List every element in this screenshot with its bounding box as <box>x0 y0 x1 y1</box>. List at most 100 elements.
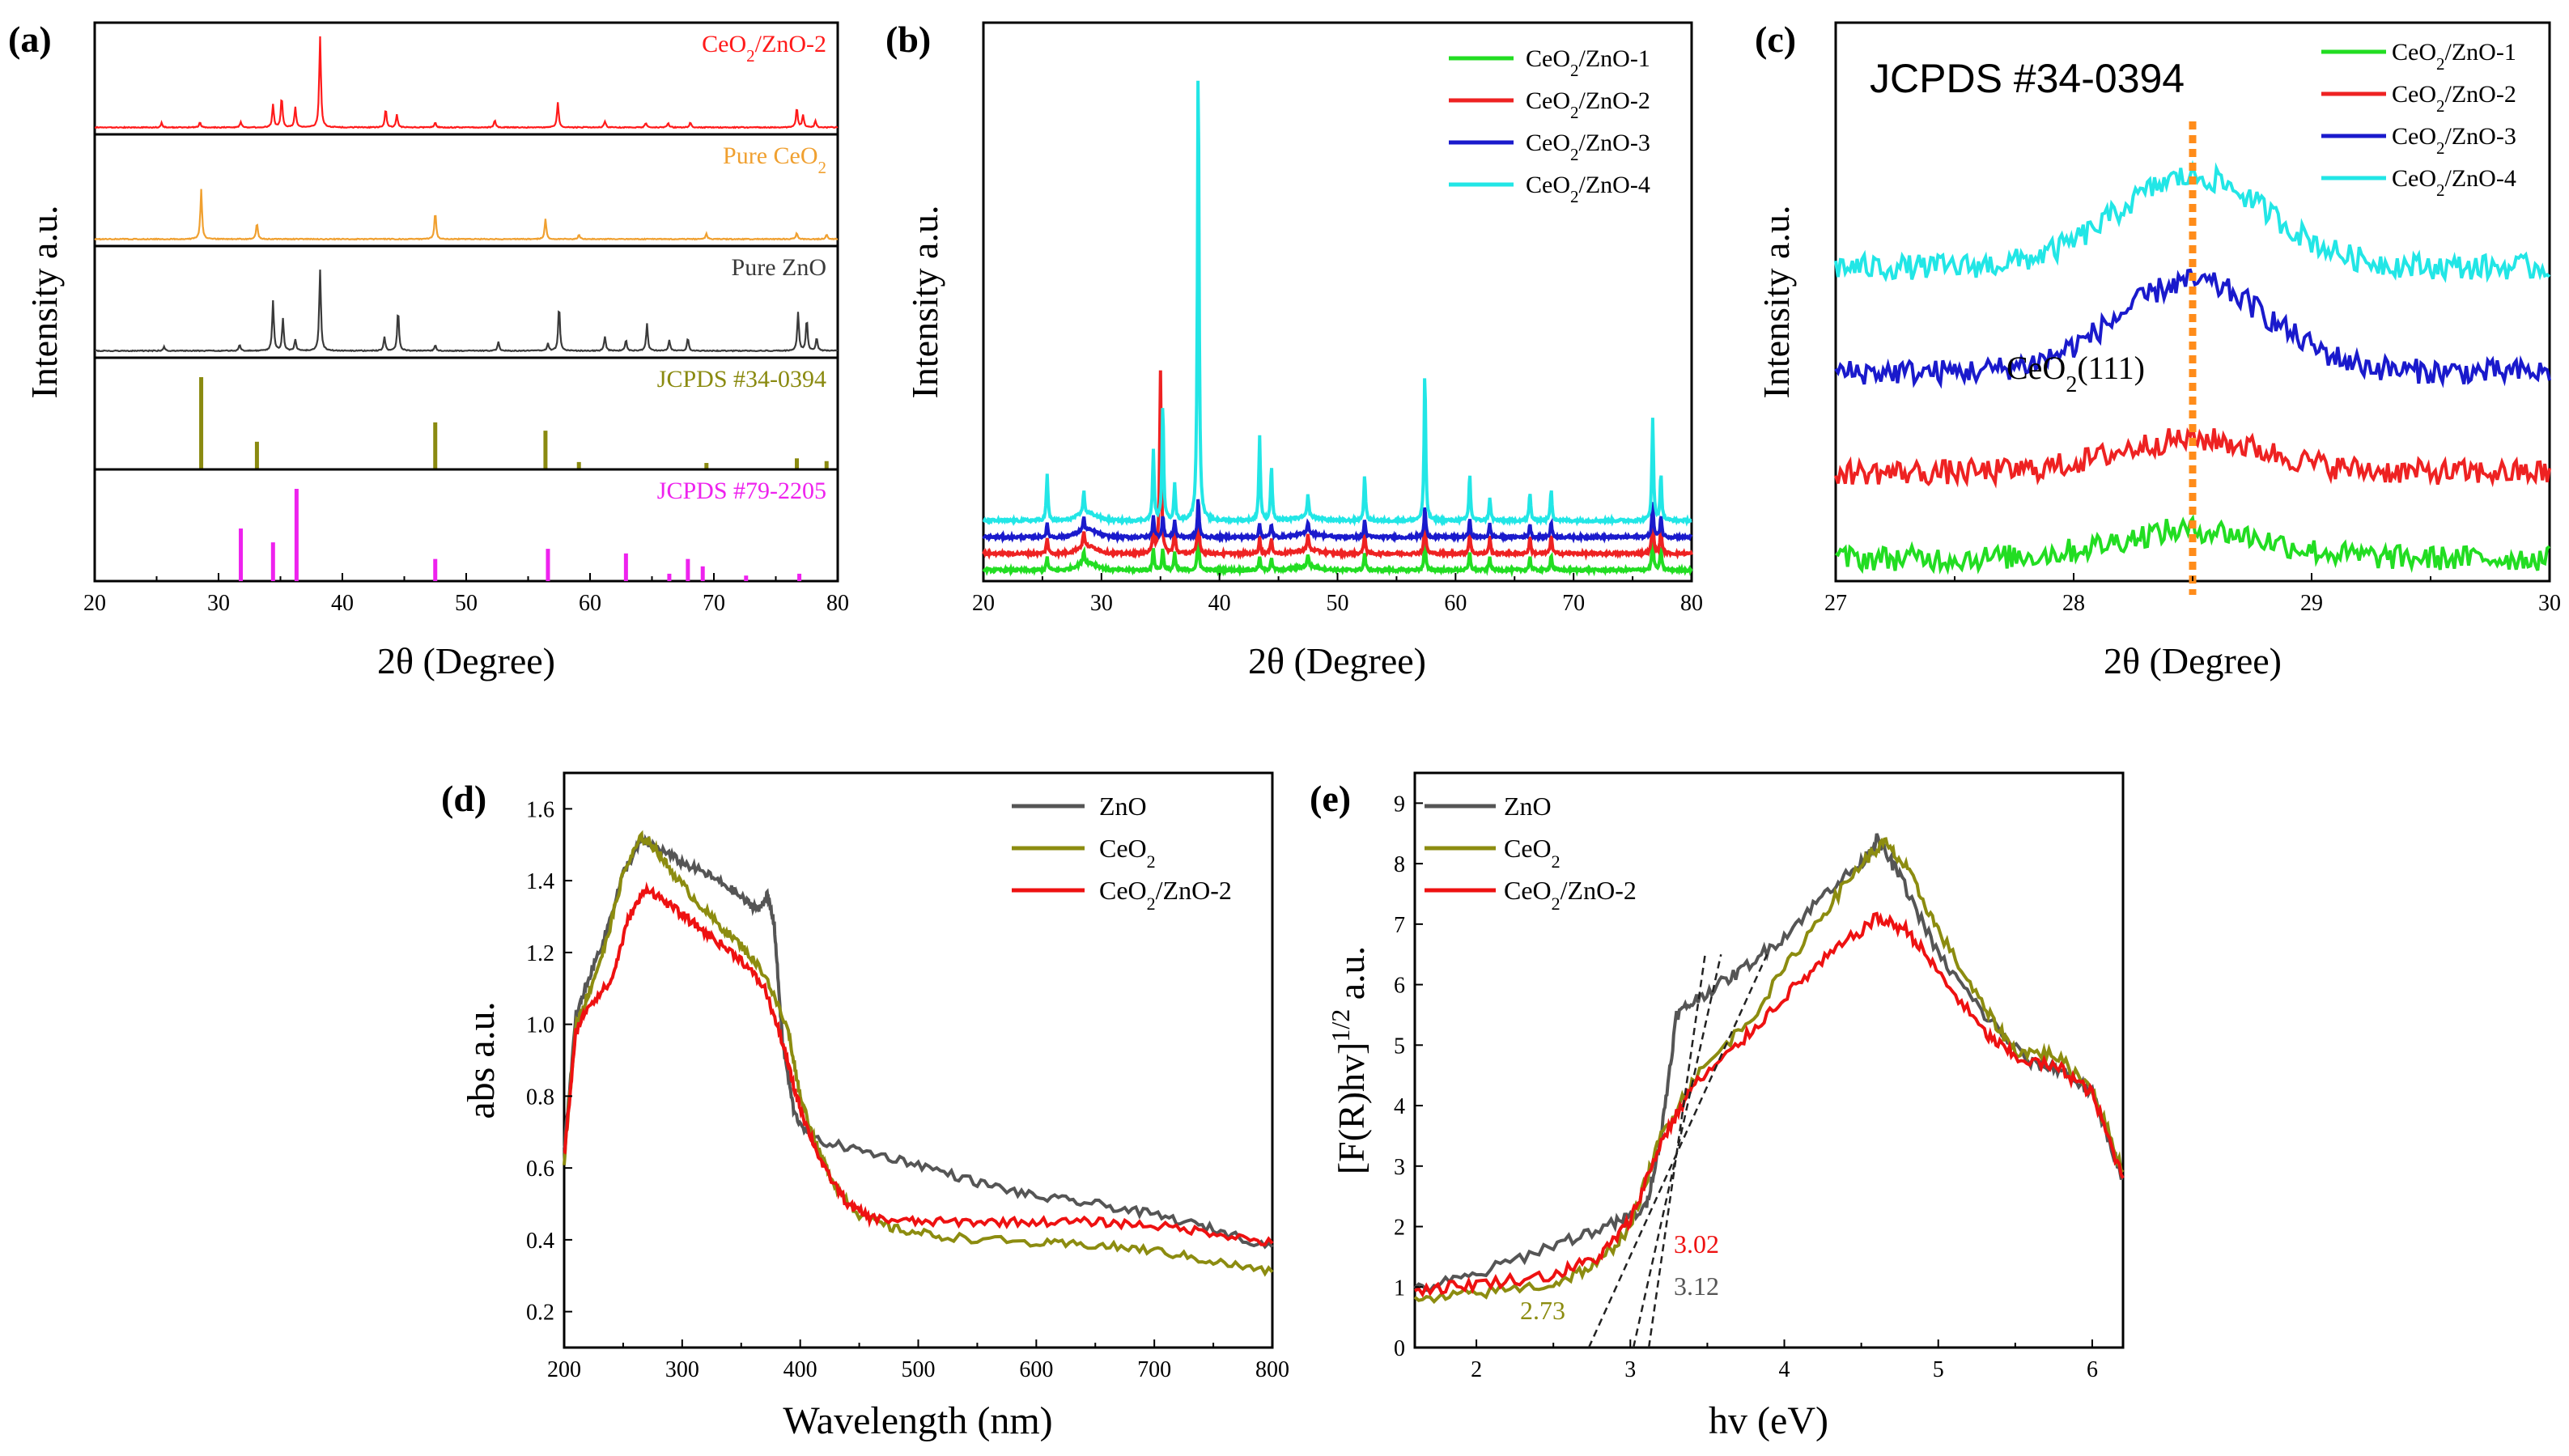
panel-c-xtick-label: 29 <box>2300 591 2323 616</box>
panel-e-xtick-label: 4 <box>1779 1357 1790 1382</box>
panel-e-xtick-label: 2 <box>1471 1357 1482 1382</box>
d-content-series-1 <box>563 830 1274 1277</box>
panel-d-xtick-label: 700 <box>1137 1357 1171 1382</box>
panel-letter-a: (a) <box>8 19 52 60</box>
panel-e-ytick-label: 0 <box>1394 1336 1405 1361</box>
panel-b-xtick-label: 30 <box>1090 591 1113 616</box>
panel-a-xtick-label: 60 <box>579 591 601 616</box>
panel-e-ytick-label: 8 <box>1394 852 1405 877</box>
panel-e-gap-label-1: 3.02 <box>1674 1229 1719 1259</box>
panel-d-ytick-label: 1.4 <box>526 869 554 894</box>
panel-e: ZnO CeO2 CeO2/ZnO-2 2 3 4 5 6 0 1 2 3 4 5 6 7 8 9 2.73 3.… <box>1326 771 2125 1442</box>
panel-d-xtick-label: 800 <box>1255 1357 1289 1382</box>
panel-c-series-0 <box>1834 514 2551 575</box>
panel-e-ytick-label: 5 <box>1394 1034 1405 1059</box>
panel-b-xtick-label: 40 <box>1208 591 1231 616</box>
panel-b-legend-label-0: CeO2/ZnO-1 <box>1526 45 1650 80</box>
panel-e-legend-label-1: CeO2 <box>1504 834 1561 872</box>
panel-b-legend-label-3: CeO2/ZnO-4 <box>1526 172 1650 206</box>
panel-a-sublabel-2: Pure ZnO <box>732 254 826 281</box>
panel-e-xtick-label: 5 <box>1933 1357 1944 1382</box>
panel-d-legend-label-2: CeO2/ZnO-2 <box>1099 876 1232 914</box>
panel-e-legend-label-0: ZnO <box>1504 792 1552 821</box>
panel-d-xtick-label: 600 <box>1019 1357 1053 1382</box>
panel-e-ytick-label: 4 <box>1394 1094 1405 1119</box>
panel-b-xtick-label: 20 <box>972 591 995 616</box>
panel-c-annotation: CeO2(111) <box>2006 350 2145 397</box>
panel-a: CeO2/ZnO-2 Pure CeO2 Pure ZnO JCPDS #34-039… <box>23 21 849 681</box>
panel-a-sublabel-3: JCPDS #34-0394 <box>657 366 826 393</box>
panel-letter-b: (b) <box>885 19 931 60</box>
panel-b-xtick-label: 80 <box>1680 591 1703 616</box>
panel-c-xtick-label: 28 <box>2062 591 2085 616</box>
panel-c-legend-label-3: CeO2/ZnO-4 <box>2392 165 2516 200</box>
panel-e-legend-label-2: CeO2/ZnO-2 <box>1504 876 1637 914</box>
panel-b: CeO2/ZnO-1 CeO2/ZnO-2 CeO2/ZnO-3 CeO2/ZnO-4… <box>904 21 1703 681</box>
panel-e-ytick-label: 9 <box>1394 792 1405 817</box>
panel-e-ytick-label: 2 <box>1394 1216 1405 1241</box>
panel-d-ytick-label: 0.8 <box>526 1085 554 1110</box>
panel-c-title: JCPDS #34-0394 <box>1870 56 2185 101</box>
panel-a-ylabel: Intensity a.u. <box>23 206 65 399</box>
panel-e-ytick-label: 6 <box>1394 974 1405 999</box>
panel-b-ylabel: Intensity a.u. <box>904 206 945 399</box>
panel-c-xtick-label: 30 <box>2538 591 2561 616</box>
panel-c-ylabel: Intensity a.u. <box>1756 206 1797 399</box>
panel-b-xlabel: 2θ (Degree) <box>1248 640 1426 681</box>
panel-e-tangent-line <box>1647 954 1706 1348</box>
panel-d-xtick-label: 500 <box>902 1357 936 1382</box>
panel-c-legend-label-2: CeO2/ZnO-3 <box>2392 123 2516 158</box>
panel-a-xtick-label: 70 <box>703 591 725 616</box>
e-content-series-0 <box>1413 833 2124 1293</box>
panel-d-ytick-label: 0.2 <box>526 1301 554 1326</box>
panel-e-frame <box>1413 771 2125 1349</box>
panel-b-series-0 <box>982 532 1693 578</box>
panel-b-series-1 <box>982 370 1693 561</box>
e-content-series-1 <box>1413 837 2125 1305</box>
panel-a-sublabel-4: JCPDS #79-2205 <box>657 478 826 504</box>
panel-d-xtick-label: 400 <box>783 1357 817 1382</box>
panel-e-ytick-label: 3 <box>1394 1155 1405 1180</box>
panel-a-xtick-label: 40 <box>331 591 354 616</box>
panel-a-sublabel-1: Pure CeO2 <box>723 142 826 177</box>
panel-a-xlabel: 2θ (Degree) <box>377 640 555 681</box>
panel-d-ytick-label: 1.2 <box>526 941 554 966</box>
panel-b-legend-label-2: CeO2/ZnO-3 <box>1526 129 1650 164</box>
panel-a-xtick-label: 50 <box>455 591 478 616</box>
panel-letter-c: (c) <box>1755 19 1796 60</box>
panel-d-legend-label-1: CeO2 <box>1099 834 1156 872</box>
panel-d-ytick-label: 0.6 <box>526 1157 554 1182</box>
panel-c-legend-label-1: CeO2/ZnO-2 <box>2392 81 2516 116</box>
panel-b-xtick-label: 50 <box>1327 591 1349 616</box>
panel-a-trace-1 <box>94 189 839 241</box>
panel-d-xtick-label: 200 <box>547 1357 581 1382</box>
panel-b-series-2 <box>982 499 1693 545</box>
panel-d-xlabel: Wavelength (nm) <box>783 1399 1052 1442</box>
panel-e-gap-label-0: 2.73 <box>1520 1296 1565 1325</box>
panel-e-gap-label-2: 3.12 <box>1674 1271 1719 1301</box>
panel-a-xtick-label: 30 <box>207 591 230 616</box>
panel-e-ytick-label: 1 <box>1394 1276 1405 1301</box>
panel-d-xtick-label: 300 <box>665 1357 699 1382</box>
e-content-series-2 <box>1414 911 2125 1298</box>
panel-c-xlabel: 2θ (Degree) <box>2104 640 2282 681</box>
panel-e-ytick-label: 7 <box>1394 913 1405 938</box>
panel-a-trace-0 <box>95 36 839 129</box>
panel-e-xtick-label: 6 <box>2087 1357 2098 1382</box>
panel-d-ylabel: abs a.u. <box>460 1001 503 1119</box>
panel-e-ylabel: [F(R)hv]1/2 a.u. <box>1326 946 1372 1174</box>
panel-b-xtick-label: 60 <box>1444 591 1467 616</box>
panel-a-xtick-label: 20 <box>83 591 106 616</box>
panel-a-trace-2 <box>94 270 839 353</box>
panel-letter-d: (d) <box>441 778 486 819</box>
panel-b-xtick-label: 70 <box>1562 591 1585 616</box>
panel-letter-e: (e) <box>1310 778 1351 819</box>
panel-c: CeO2/ZnO-1 CeO2/ZnO-2 CeO2/ZnO-3 CeO2/ZnO-4… <box>1756 21 2561 681</box>
panel-b-series-3 <box>982 80 1692 527</box>
panel-d: ZnO CeO2 CeO2/ZnO-2 200 300 400 500 600 700 800 0… <box>460 771 1289 1442</box>
d-content-series-2 <box>563 881 1274 1246</box>
panel-c-xtick-label: 27 <box>1824 591 1847 616</box>
panel-d-ytick-label: 0.4 <box>526 1229 554 1254</box>
panel-a-xtick-label: 80 <box>826 591 849 616</box>
